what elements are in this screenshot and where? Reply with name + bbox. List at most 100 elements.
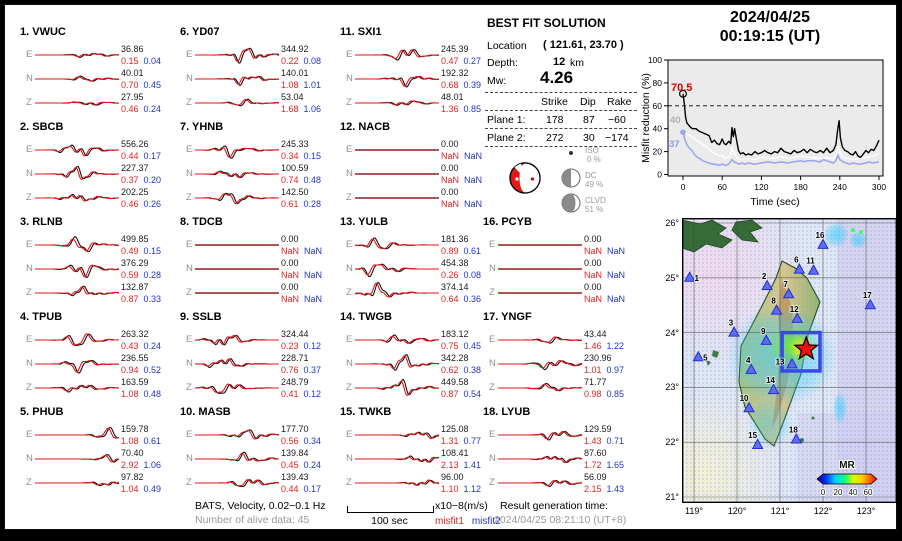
component-label: N <box>26 358 33 369</box>
synthetic-trace <box>35 360 120 373</box>
waveform-SXI1-Z <box>355 100 439 106</box>
amplitude-value: 129.59 <box>584 424 612 434</box>
component-label: E <box>346 144 353 155</box>
misfit1-value: 0.62 <box>441 365 459 375</box>
synthetic-trace <box>354 238 439 250</box>
map-station-7 <box>782 287 795 299</box>
synthetic-trace <box>195 479 280 487</box>
map-lon-label: 121° <box>770 506 790 516</box>
colorbar-tick: 40 <box>849 488 858 497</box>
waveform-SSLB-Z <box>194 383 279 394</box>
observed-trace <box>35 264 120 279</box>
component-label: Z <box>186 192 192 203</box>
misfit2-value: 0.52 <box>143 365 162 375</box>
amplitude-value: 142.50 <box>281 187 309 197</box>
amplitude-value: 97.82 <box>121 472 144 482</box>
component-label: Z <box>186 382 192 393</box>
misfit1-value: 0.75 <box>441 341 459 351</box>
component-label: Z <box>26 382 32 393</box>
misfit2-value: 1.65 <box>606 460 625 470</box>
waveform-PHUB-Z <box>35 481 120 487</box>
misfit2-value: 0.24 <box>303 460 322 470</box>
x-tick-label: 180 <box>794 182 808 192</box>
misfit-values: 0.59 0.28 <box>121 270 161 280</box>
component-label: N <box>26 263 33 274</box>
synthetic-trace <box>35 166 119 180</box>
misfit2-value: 0.24 <box>143 104 162 114</box>
waveform-TPUB-Z <box>35 384 120 393</box>
map-station-4 <box>745 363 758 374</box>
misfit2-value: 1.06 <box>143 460 162 470</box>
component-label: E <box>26 334 33 345</box>
component-label: E <box>346 429 353 440</box>
map-station-label-8: 8 <box>771 297 776 306</box>
waveform-MASB-N <box>195 451 280 462</box>
observed-trace <box>355 334 439 344</box>
plane2-rake: −174 <box>605 132 629 144</box>
misfit1-value: 1.08 <box>121 436 139 446</box>
misfit1-value: NaN <box>584 246 603 256</box>
x-axis-title: Time (sec) <box>750 196 799 208</box>
waveform-LYUB-N <box>498 455 583 464</box>
component-label: Z <box>186 97 192 108</box>
result-time-value: 2024/04/25 08:21:10 (UT+8) <box>494 514 627 526</box>
misfit1-label: misfit1 <box>435 516 464 527</box>
scalebar-label: 100 sec <box>371 515 408 527</box>
waveform-TWKB-N <box>355 455 440 463</box>
amplitude-value: 159.78 <box>121 424 149 434</box>
misfit1-value: 0.94 <box>121 365 139 375</box>
map-station-label-18: 18 <box>789 425 798 434</box>
waveform-LYUB-E <box>498 430 583 441</box>
station-header-YULB: 13. YULB <box>340 216 389 228</box>
misfit-values: NaN NaN <box>441 175 482 185</box>
waveform-TWGB-N <box>355 354 440 371</box>
component-label: E <box>186 144 193 155</box>
waveform-TDCB-Z <box>195 292 279 294</box>
waveform-SXI1-N <box>355 75 439 88</box>
waveform-NACB-N <box>355 173 439 175</box>
waveform-TWGB-E <box>355 334 439 344</box>
map-station-15 <box>751 438 764 449</box>
component-label: Z <box>26 192 32 203</box>
misfit1-value: NaN <box>281 294 300 304</box>
synthetic-trace <box>195 48 280 62</box>
misfit-values: 1.31 0.77 <box>441 436 481 446</box>
y-tick-label: 0 <box>657 170 662 180</box>
misfit2-value: NaN <box>464 151 483 161</box>
map-station-10 <box>743 401 755 413</box>
misfit2-value: 0.45 <box>143 80 162 90</box>
misfit2-value: 0.97 <box>606 365 625 375</box>
misfit-values: 1.36 0.85 <box>441 104 481 114</box>
depth-value: 12 <box>553 56 566 68</box>
component-label: E <box>346 49 353 60</box>
map-station-label-11: 11 <box>806 257 815 266</box>
synthetic-trace <box>35 481 120 486</box>
map-lon-label: 122° <box>813 506 833 516</box>
map-station-2 <box>761 279 773 291</box>
amplitude-value: 342.28 <box>441 353 469 363</box>
waveform-YNGF-N <box>498 359 583 371</box>
mr40-annotation: 40 <box>670 115 681 126</box>
amplitude-value: 140.01 <box>281 68 309 78</box>
synthetic-trace <box>35 427 120 439</box>
colorbar-title: MR <box>839 460 855 471</box>
misfit1-value: 0.87 <box>121 294 139 304</box>
synthetic-trace <box>355 355 440 370</box>
synthetic-trace <box>498 480 583 487</box>
divider <box>485 110 637 111</box>
component-label: Z <box>489 477 495 488</box>
misfit-values: 2.13 1.41 <box>441 460 481 470</box>
misfit1-value: NaN <box>441 175 460 185</box>
misfit2-value: 1.43 <box>606 484 625 494</box>
station-header-YD07: 6. YD07 <box>180 26 220 38</box>
misfit-values: 0.44 0.17 <box>121 151 161 161</box>
misfit2-value: 1.12 <box>463 484 482 494</box>
map-station-label-15: 15 <box>748 431 757 440</box>
map-station-17 <box>864 298 877 310</box>
misfit-values: 0.43 0.24 <box>121 341 161 351</box>
misfit1-value: 0.74 <box>281 175 299 185</box>
misfit1-value: NaN <box>584 270 603 280</box>
misfit-values: 0.15 0.04 <box>121 56 161 66</box>
map-station-18 <box>790 432 803 444</box>
amplitude-value: 53.04 <box>281 92 304 102</box>
